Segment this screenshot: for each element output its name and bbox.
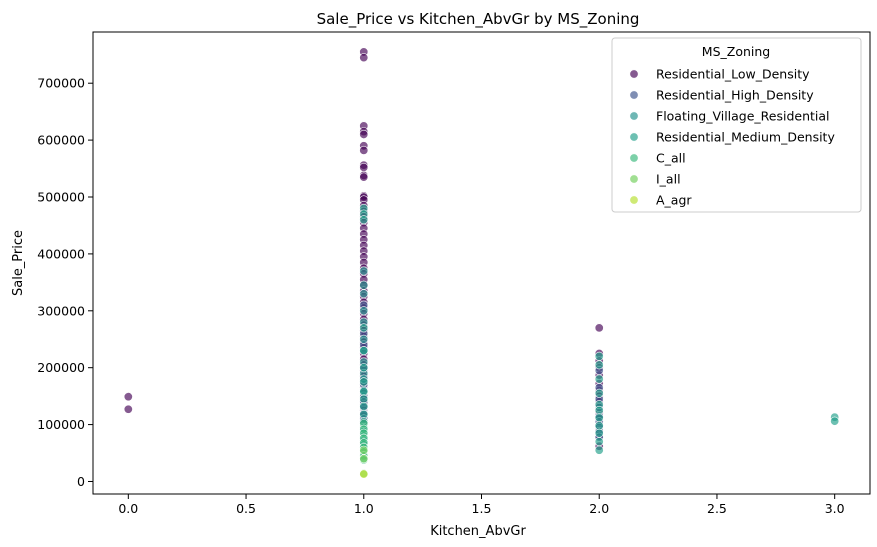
y-axis-label: Sale_Price: [11, 230, 26, 296]
data-point-series-2: [359, 289, 369, 299]
y-tick-label: 600000: [37, 133, 85, 148]
legend-label: Residential_High_Density: [656, 88, 814, 103]
data-point-series-3: [594, 413, 604, 423]
data-point-series-3: [359, 323, 369, 333]
legend-marker: [629, 153, 639, 163]
data-point-series-0: [123, 392, 133, 402]
data-points: [123, 47, 840, 479]
x-tick-label: 1.5: [472, 501, 492, 516]
chart-title: Sale_Price vs Kitchen_AbvGr by MS_Zoning: [317, 10, 640, 29]
x-tick-label: 2.5: [707, 501, 727, 516]
y-tick-label: 0: [77, 474, 85, 489]
data-point-series-3: [594, 351, 604, 361]
data-point-series-0: [594, 323, 604, 333]
legend-marker: [629, 69, 639, 79]
y-tick-label: 200000: [37, 360, 85, 375]
legend-marker: [629, 132, 639, 142]
legend: MS_Zoning Residential_Low_DensityResiden…: [611, 37, 862, 213]
data-point-series-2: [359, 280, 369, 290]
data-point-series-2: [359, 266, 369, 276]
data-point-series-3: [359, 363, 369, 373]
legend-marker: [629, 90, 639, 100]
y-tick-label: 300000: [37, 303, 85, 318]
x-tick-label: 2.0: [589, 501, 609, 516]
data-point-series-3: [594, 360, 604, 370]
data-point-series-0: [123, 404, 133, 414]
data-point-series-6: [359, 469, 369, 479]
legend-label: Floating_Village_Residential: [656, 109, 830, 124]
data-point-series-0: [359, 53, 369, 63]
x-axis-ticks: 0.0 0.5 1.0 1.5 2.0 2.5 3.0: [118, 494, 845, 516]
data-point-series-2: [359, 306, 369, 316]
data-point-series-3: [594, 374, 604, 384]
legend-items: Residential_Low_Density Residential_High_…: [629, 67, 835, 208]
y-tick-label: 100000: [37, 417, 85, 432]
legend-label: A_agr: [656, 193, 692, 208]
legend-box: [611, 37, 862, 213]
y-tick-label: 700000: [37, 76, 85, 91]
legend-label: Residential_Medium_Density: [656, 130, 835, 145]
data-point-series-0: [359, 162, 369, 172]
x-tick-label: 0.0: [118, 501, 138, 516]
data-point-series-5: [359, 454, 369, 464]
data-point-series-3: [359, 377, 369, 387]
y-tick-label: 500000: [37, 190, 85, 205]
data-point-series-2: [359, 334, 369, 344]
data-point-series-3: [594, 428, 604, 438]
legend-label: I_all: [656, 172, 681, 187]
data-point-series-0: [359, 129, 369, 139]
legend-title: MS_Zoning: [702, 44, 770, 59]
x-tick-label: 1.0: [354, 501, 374, 516]
data-point-series-3: [359, 346, 369, 356]
legend-marker: [629, 111, 639, 121]
legend-label: Residential_Low_Density: [656, 67, 810, 82]
data-point-series-3: [594, 388, 604, 398]
data-point-series-3: [359, 401, 369, 411]
y-axis-ticks: 0 100000 200000 300000 400000 500000 600000 700…: [37, 76, 93, 489]
legend-marker: [629, 195, 639, 205]
data-point-series-3: [830, 416, 840, 426]
data-point-series-0: [359, 172, 369, 182]
x-tick-label: 0.5: [236, 501, 256, 516]
x-tick-label: 3.0: [825, 501, 845, 516]
data-point-series-3: [594, 445, 604, 455]
data-point-series-0: [359, 145, 369, 155]
data-point-series-3: [359, 215, 369, 225]
legend-label: C_all: [656, 151, 686, 166]
x-axis-label: Kitchen_AbvGr: [430, 524, 526, 539]
data-point-series-3: [594, 437, 604, 447]
y-tick-label: 400000: [37, 246, 85, 261]
data-point-series-5: [359, 445, 369, 455]
legend-marker: [629, 174, 639, 184]
